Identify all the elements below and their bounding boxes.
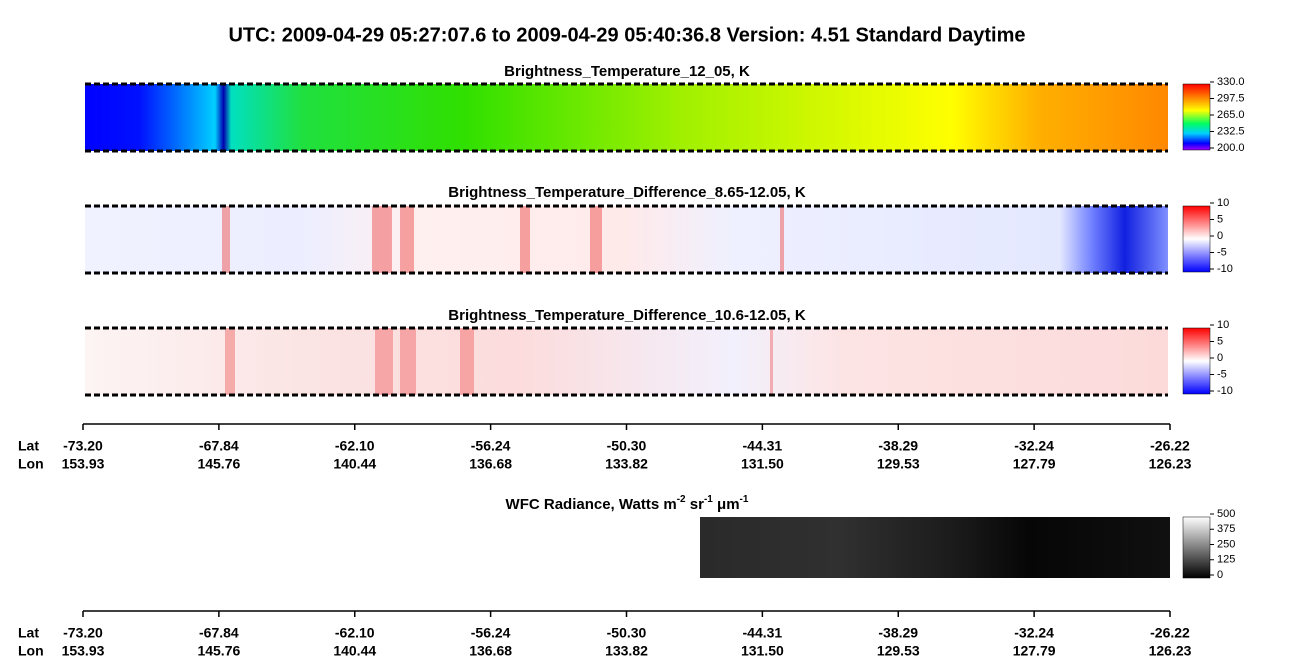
title-part: sr bbox=[686, 496, 705, 513]
colorbar-label: 0 bbox=[1217, 352, 1223, 364]
image-detail bbox=[222, 206, 784, 273]
lat-label: -44.31 bbox=[743, 438, 783, 454]
panel: Brightness_Temperature_12_05, K bbox=[85, 63, 1211, 151]
lon-label: 127.79 bbox=[1013, 643, 1056, 659]
lat-label: -38.29 bbox=[878, 438, 918, 454]
panel: Brightness_Temperature_Difference_8.65-1… bbox=[85, 184, 1211, 273]
panel-title: Brightness_Temperature_Difference_8.65-1… bbox=[448, 184, 806, 201]
lon-label: 131.50 bbox=[741, 643, 784, 659]
axis-label: Lat bbox=[18, 625, 39, 641]
lat-label: -38.29 bbox=[878, 625, 918, 641]
lon-label: 131.50 bbox=[741, 456, 784, 472]
colorbar bbox=[1182, 516, 1211, 579]
lat-label: -62.10 bbox=[335, 438, 375, 454]
image-strip bbox=[85, 328, 1168, 395]
colorbar bbox=[1182, 327, 1211, 395]
lon-label: 133.82 bbox=[605, 643, 648, 659]
colorbar-label: 330.0 bbox=[1217, 76, 1245, 88]
lat-label: -56.24 bbox=[471, 438, 511, 454]
colorbar-label: -10 bbox=[1217, 263, 1233, 275]
colorbar-label: -5 bbox=[1217, 246, 1227, 258]
lon-label: 145.76 bbox=[197, 456, 240, 472]
axis-label: Lat bbox=[18, 438, 39, 454]
lon-label: 127.79 bbox=[1013, 456, 1056, 472]
colorbar-label: 0 bbox=[1217, 230, 1223, 242]
axis-label: Lon bbox=[18, 643, 44, 659]
colorbar bbox=[1182, 83, 1211, 151]
lat-label: -73.20 bbox=[63, 438, 103, 454]
title-part: WFC Radiance, Watts m bbox=[506, 496, 677, 513]
panel: Brightness_Temperature_Difference_10.6-1… bbox=[85, 307, 1211, 395]
colorbar-label: 250 bbox=[1217, 538, 1235, 550]
lon-label: 129.53 bbox=[877, 643, 920, 659]
lat-label: -50.30 bbox=[607, 625, 647, 641]
lat-label: -67.84 bbox=[199, 438, 239, 454]
colorbar-label: 232.5 bbox=[1217, 125, 1245, 137]
lat-label: -32.24 bbox=[1014, 438, 1054, 454]
colorbar-label: 200.0 bbox=[1217, 142, 1245, 154]
colorbar-label: 297.5 bbox=[1217, 92, 1245, 104]
superscript: -1 bbox=[740, 494, 749, 505]
lat-label: -62.10 bbox=[335, 625, 375, 641]
lon-label: 129.53 bbox=[877, 456, 920, 472]
colorbar-label: 0 bbox=[1217, 569, 1223, 581]
colorbar-label: 10 bbox=[1217, 197, 1229, 209]
lon-label: 136.68 bbox=[469, 643, 512, 659]
lon-label: 140.44 bbox=[333, 643, 376, 659]
lat-label: -32.24 bbox=[1014, 625, 1054, 641]
colorbar-label: 500 bbox=[1217, 508, 1235, 520]
colorbar-label: 125 bbox=[1217, 554, 1235, 566]
colorbar-label: -10 bbox=[1217, 385, 1233, 397]
lon-label: 140.44 bbox=[333, 456, 376, 472]
colorbar-label: 375 bbox=[1217, 523, 1235, 535]
image-strip bbox=[700, 517, 1170, 578]
panel-title: WFC Radiance, Watts m-2 sr-1 μm-1 bbox=[506, 494, 749, 513]
colorbar-label: -5 bbox=[1217, 368, 1227, 380]
image-detail bbox=[225, 328, 773, 395]
colorbar-label: 5 bbox=[1217, 213, 1223, 225]
panel-title: Brightness_Temperature_Difference_10.6-1… bbox=[448, 307, 806, 324]
lat-label: -73.20 bbox=[63, 625, 103, 641]
lat-label: -56.24 bbox=[471, 625, 511, 641]
title: UTC: 2009-04-29 05:27:07.6 to 2009-04-29… bbox=[228, 24, 1025, 46]
image-strip bbox=[85, 206, 1168, 273]
lon-label: 133.82 bbox=[605, 456, 648, 472]
lat-label: -44.31 bbox=[743, 625, 783, 641]
colorbar-label: 5 bbox=[1217, 335, 1223, 347]
wfc-panel: WFC Radiance, Watts m-2 sr-1 μm-1 bbox=[506, 494, 1211, 579]
lat-label: -67.84 bbox=[199, 625, 239, 641]
lon-label: 126.23 bbox=[1149, 643, 1192, 659]
lat-label: -26.22 bbox=[1150, 625, 1190, 641]
image-strip bbox=[85, 84, 1168, 151]
colorbar-label: 265.0 bbox=[1217, 109, 1245, 121]
title-part: μm bbox=[713, 496, 740, 513]
lon-label: 126.23 bbox=[1149, 456, 1192, 472]
lat-label: -50.30 bbox=[607, 438, 647, 454]
colorbar-label: 10 bbox=[1217, 319, 1229, 331]
lon-label: 153.93 bbox=[62, 456, 105, 472]
lon-label: 145.76 bbox=[197, 643, 240, 659]
lon-label: 136.68 bbox=[469, 456, 512, 472]
lat-label: -26.22 bbox=[1150, 438, 1190, 454]
axis-label: Lon bbox=[18, 456, 44, 472]
superscript: -2 bbox=[677, 494, 686, 505]
panel-title: Brightness_Temperature_12_05, K bbox=[504, 63, 750, 80]
superscript: -1 bbox=[704, 494, 713, 505]
colorbar bbox=[1182, 205, 1211, 273]
lon-label: 153.93 bbox=[62, 643, 105, 659]
